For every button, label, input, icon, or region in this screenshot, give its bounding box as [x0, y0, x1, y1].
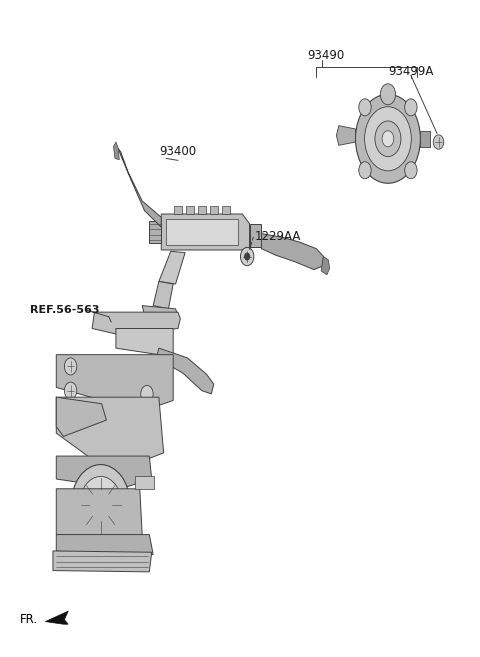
Circle shape: [64, 358, 77, 375]
Polygon shape: [114, 142, 119, 160]
Polygon shape: [135, 476, 154, 489]
Polygon shape: [161, 214, 250, 250]
Circle shape: [356, 95, 420, 183]
Circle shape: [96, 499, 106, 512]
Polygon shape: [142, 306, 179, 319]
Circle shape: [71, 464, 130, 546]
Circle shape: [80, 476, 121, 534]
Text: 93490: 93490: [307, 49, 344, 62]
Circle shape: [359, 99, 371, 116]
Text: FR.: FR.: [20, 613, 37, 626]
Polygon shape: [156, 348, 214, 394]
Circle shape: [359, 162, 371, 179]
Text: REF.56-563: REF.56-563: [30, 306, 99, 315]
Polygon shape: [53, 551, 152, 572]
Circle shape: [380, 84, 396, 104]
Circle shape: [245, 253, 250, 260]
Polygon shape: [56, 397, 164, 466]
Polygon shape: [321, 256, 330, 275]
Circle shape: [141, 386, 153, 403]
Circle shape: [405, 162, 417, 179]
Polygon shape: [420, 131, 430, 147]
Polygon shape: [56, 355, 173, 413]
Polygon shape: [116, 328, 173, 365]
Polygon shape: [118, 148, 161, 227]
Polygon shape: [45, 611, 68, 624]
Polygon shape: [166, 219, 238, 245]
Circle shape: [365, 106, 411, 171]
Circle shape: [89, 489, 112, 521]
Polygon shape: [159, 251, 185, 284]
Polygon shape: [186, 206, 194, 214]
Circle shape: [405, 99, 417, 116]
Polygon shape: [174, 206, 182, 214]
Circle shape: [64, 382, 77, 399]
Circle shape: [375, 121, 401, 156]
Polygon shape: [92, 312, 180, 335]
Polygon shape: [222, 206, 229, 214]
Polygon shape: [198, 206, 205, 214]
Polygon shape: [149, 221, 161, 244]
Text: 93499A: 93499A: [388, 65, 433, 78]
Polygon shape: [56, 489, 142, 543]
Text: 1229AA: 1229AA: [254, 231, 300, 243]
Polygon shape: [210, 206, 217, 214]
Polygon shape: [250, 224, 262, 247]
Text: 93400: 93400: [159, 145, 196, 158]
Circle shape: [433, 135, 444, 149]
Circle shape: [382, 131, 394, 147]
Polygon shape: [56, 535, 153, 559]
Polygon shape: [56, 397, 107, 436]
Polygon shape: [262, 234, 324, 269]
Circle shape: [240, 248, 254, 265]
Polygon shape: [336, 125, 356, 145]
Polygon shape: [153, 281, 173, 309]
Polygon shape: [56, 456, 152, 489]
